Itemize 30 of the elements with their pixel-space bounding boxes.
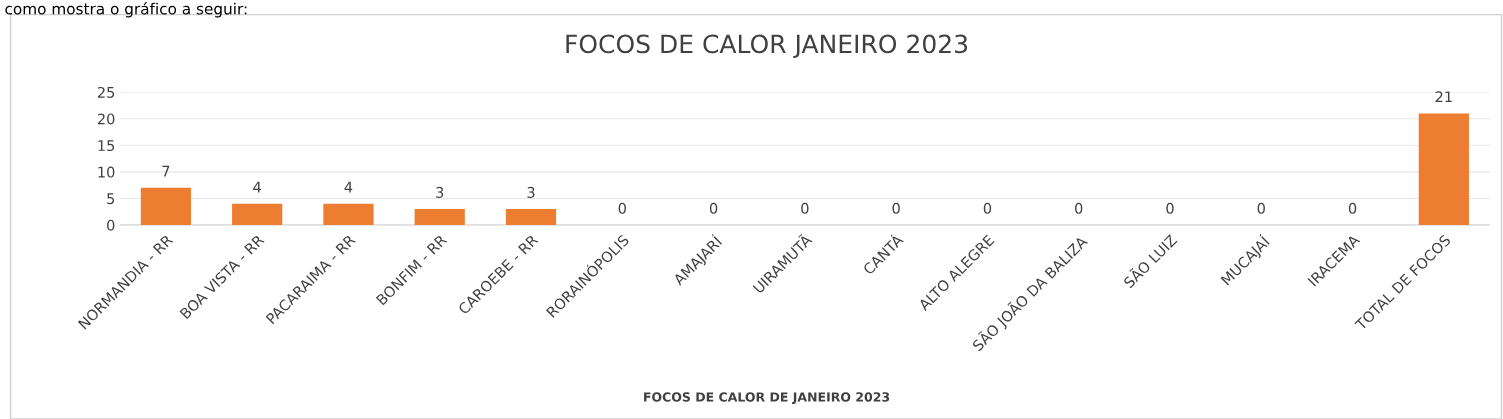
data-label: 7 — [162, 165, 170, 177]
data-label: 0 — [709, 202, 718, 214]
y-tick-label: 0 — [107, 219, 115, 231]
x-axis-title: FOCOS DE CALOR DE JANEIRO 2023 — [644, 392, 890, 404]
bar — [232, 203, 283, 225]
data-label: 21 — [1435, 91, 1452, 103]
data-label: 0 — [983, 202, 992, 214]
data-label: 3 — [436, 186, 444, 198]
data-label: 4 — [344, 181, 353, 193]
bar — [323, 203, 374, 225]
chart-title: FOCOS DE CALOR JANEIRO 2023 — [566, 34, 968, 58]
y-tick-label: 20 — [97, 113, 115, 125]
text: como mostra o gráfico a seguir: — [5, 2, 247, 18]
data-label: 0 — [618, 202, 626, 214]
data-label: 0 — [801, 202, 809, 214]
data-label: 0 — [1166, 202, 1174, 214]
data-label: 0 — [1075, 202, 1083, 214]
data-label: 0 — [1257, 202, 1265, 214]
bar — [505, 209, 557, 225]
y-tick-label: 15 — [98, 140, 115, 152]
data-label: 4 — [253, 181, 261, 193]
y-tick-label: 10 — [98, 166, 115, 178]
bar — [414, 209, 465, 225]
y-tick-label: 5 — [107, 193, 115, 205]
bar — [140, 187, 191, 225]
data-label: 0 — [892, 202, 900, 214]
data-label: 3 — [527, 186, 535, 198]
y-tick-label: 25 — [97, 86, 115, 98]
bar — [1418, 113, 1469, 225]
data-label: 0 — [1348, 202, 1357, 214]
